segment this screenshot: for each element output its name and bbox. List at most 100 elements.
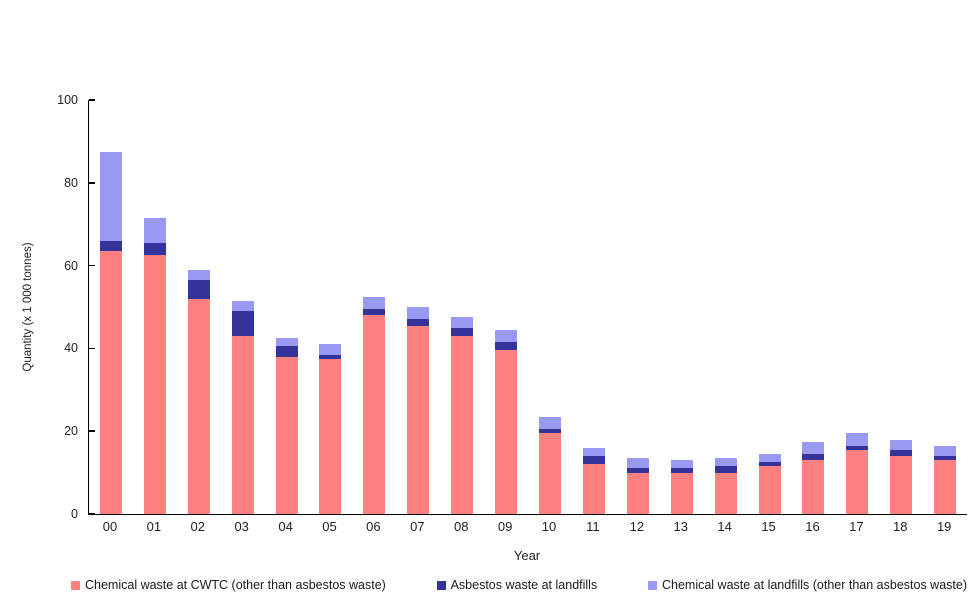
legend: Chemical waste at CWTC (other than asbes…	[71, 578, 967, 592]
segment-asbestos-landfill-05	[319, 354, 342, 359]
segment-chemical-landfill-19	[934, 445, 957, 457]
bar-09	[495, 329, 518, 514]
segment-chemical-landfill-14	[714, 458, 737, 467]
segment-cwtc-11	[582, 464, 605, 514]
segment-asbestos-landfill-09	[495, 342, 518, 351]
bar-08	[451, 317, 474, 514]
segment-chemical-landfill-03	[231, 300, 254, 312]
segment-asbestos-landfill-14	[714, 466, 737, 473]
bar-17	[846, 433, 869, 514]
segment-asbestos-landfill-01	[143, 242, 166, 256]
segment-asbestos-landfill-00	[99, 240, 122, 252]
bar-group-18	[879, 439, 923, 514]
bar-group-01	[133, 218, 177, 514]
legend-item-asbestos-landfill: Asbestos waste at landfills	[436, 578, 598, 592]
bar-16	[802, 441, 825, 514]
segment-cwtc-16	[802, 460, 825, 514]
x-tick-label-10: 10	[541, 519, 557, 534]
segment-chemical-landfill-10	[539, 416, 562, 430]
legend-swatch-asbestos-landfill	[436, 580, 446, 590]
x-tick-label-11: 11	[586, 519, 600, 534]
y-tick-mark	[89, 182, 95, 184]
x-tick-label-05: 05	[322, 519, 337, 534]
x-tick-label-13: 13	[673, 519, 688, 534]
legend-item-cwtc: Chemical waste at CWTC (other than asbes…	[71, 578, 386, 592]
segment-chemical-landfill-09	[495, 329, 518, 343]
bar-group-11	[572, 447, 616, 514]
segment-chemical-landfill-02	[187, 269, 210, 281]
bar-group-19	[923, 445, 967, 514]
segment-chemical-landfill-08	[451, 317, 474, 328]
legend-label-cwtc: Chemical waste at CWTC (other than asbes…	[85, 578, 386, 592]
x-tick-label-00: 00	[102, 519, 118, 534]
segment-cwtc-07	[407, 325, 430, 514]
x-tick-label-16: 16	[805, 519, 820, 534]
x-tick-label-04: 04	[278, 519, 293, 534]
y-axis-title: Quantity (x 1 000 tonnes)	[22, 242, 34, 372]
x-tick-label-17: 17	[849, 519, 864, 534]
x-tick-label-08: 08	[453, 519, 469, 534]
x-tick-label-19: 19	[936, 519, 952, 534]
legend-swatch-chemical-landfill	[647, 580, 657, 590]
segment-asbestos-landfill-12	[626, 468, 649, 473]
legend-label-asbestos-landfill: Asbestos waste at landfills	[450, 578, 598, 592]
bar-06	[363, 296, 386, 514]
segment-cwtc-01	[143, 255, 166, 514]
bar-group-03	[221, 300, 265, 514]
y-tick-mark	[89, 513, 95, 515]
bar-group-04	[265, 338, 309, 514]
bar-group-05	[309, 344, 353, 514]
x-tick-label-14: 14	[717, 519, 732, 534]
segment-chemical-landfill-13	[670, 460, 693, 469]
bar-04	[275, 338, 298, 514]
segment-asbestos-landfill-13	[670, 468, 693, 473]
segment-cwtc-06	[363, 315, 386, 514]
bar-group-12	[616, 458, 660, 514]
segment-cwtc-19	[934, 460, 957, 514]
segment-chemical-landfill-06	[363, 296, 386, 310]
segment-chemical-landfill-16	[802, 441, 825, 454]
y-tick-label: 40	[64, 341, 78, 356]
bar-10	[539, 416, 562, 514]
x-tick-label-02: 02	[190, 519, 205, 534]
segment-cwtc-05	[319, 358, 342, 514]
bar-group-13	[660, 460, 704, 514]
bar-group-14	[704, 458, 748, 514]
bar-02	[187, 269, 210, 514]
segment-chemical-landfill-12	[626, 458, 649, 469]
y-tick-mark	[89, 264, 95, 267]
bar-group-10	[528, 416, 572, 514]
segment-asbestos-landfill-17	[846, 445, 869, 450]
bar-01	[143, 218, 166, 514]
segment-asbestos-landfill-02	[187, 280, 210, 299]
segment-cwtc-08	[451, 335, 474, 514]
legend-label-chemical-landfill: Chemical waste at landfills (other than …	[661, 578, 967, 592]
segment-chemical-landfill-04	[275, 338, 298, 347]
bar-12	[626, 458, 649, 514]
bar-13	[670, 460, 693, 514]
bar-19	[934, 445, 957, 514]
x-axis-title: Year	[513, 548, 541, 563]
segment-asbestos-landfill-18	[890, 449, 913, 457]
bar-03	[231, 300, 254, 514]
segment-asbestos-landfill-04	[275, 346, 298, 357]
y-tick-mark	[89, 430, 95, 432]
segment-chemical-landfill-15	[758, 454, 781, 463]
segment-asbestos-landfill-07	[407, 319, 430, 326]
segment-cwtc-02	[187, 298, 210, 514]
bars-container	[89, 100, 967, 514]
segment-chemical-landfill-01	[143, 218, 166, 243]
segment-cwtc-03	[231, 335, 254, 514]
x-tick-label-18: 18	[893, 519, 908, 534]
segment-cwtc-10	[539, 433, 562, 514]
bar-07	[407, 307, 430, 514]
segment-chemical-landfill-18	[890, 439, 913, 450]
segment-chemical-landfill-05	[319, 344, 342, 355]
x-tick-label-06: 06	[366, 519, 381, 534]
x-tick-label-15: 15	[761, 519, 776, 534]
bar-14	[714, 458, 737, 514]
y-tick-label: 100	[57, 93, 78, 107]
segment-cwtc-13	[670, 472, 693, 514]
bar-group-07	[396, 307, 440, 514]
segment-asbestos-landfill-08	[451, 327, 474, 336]
